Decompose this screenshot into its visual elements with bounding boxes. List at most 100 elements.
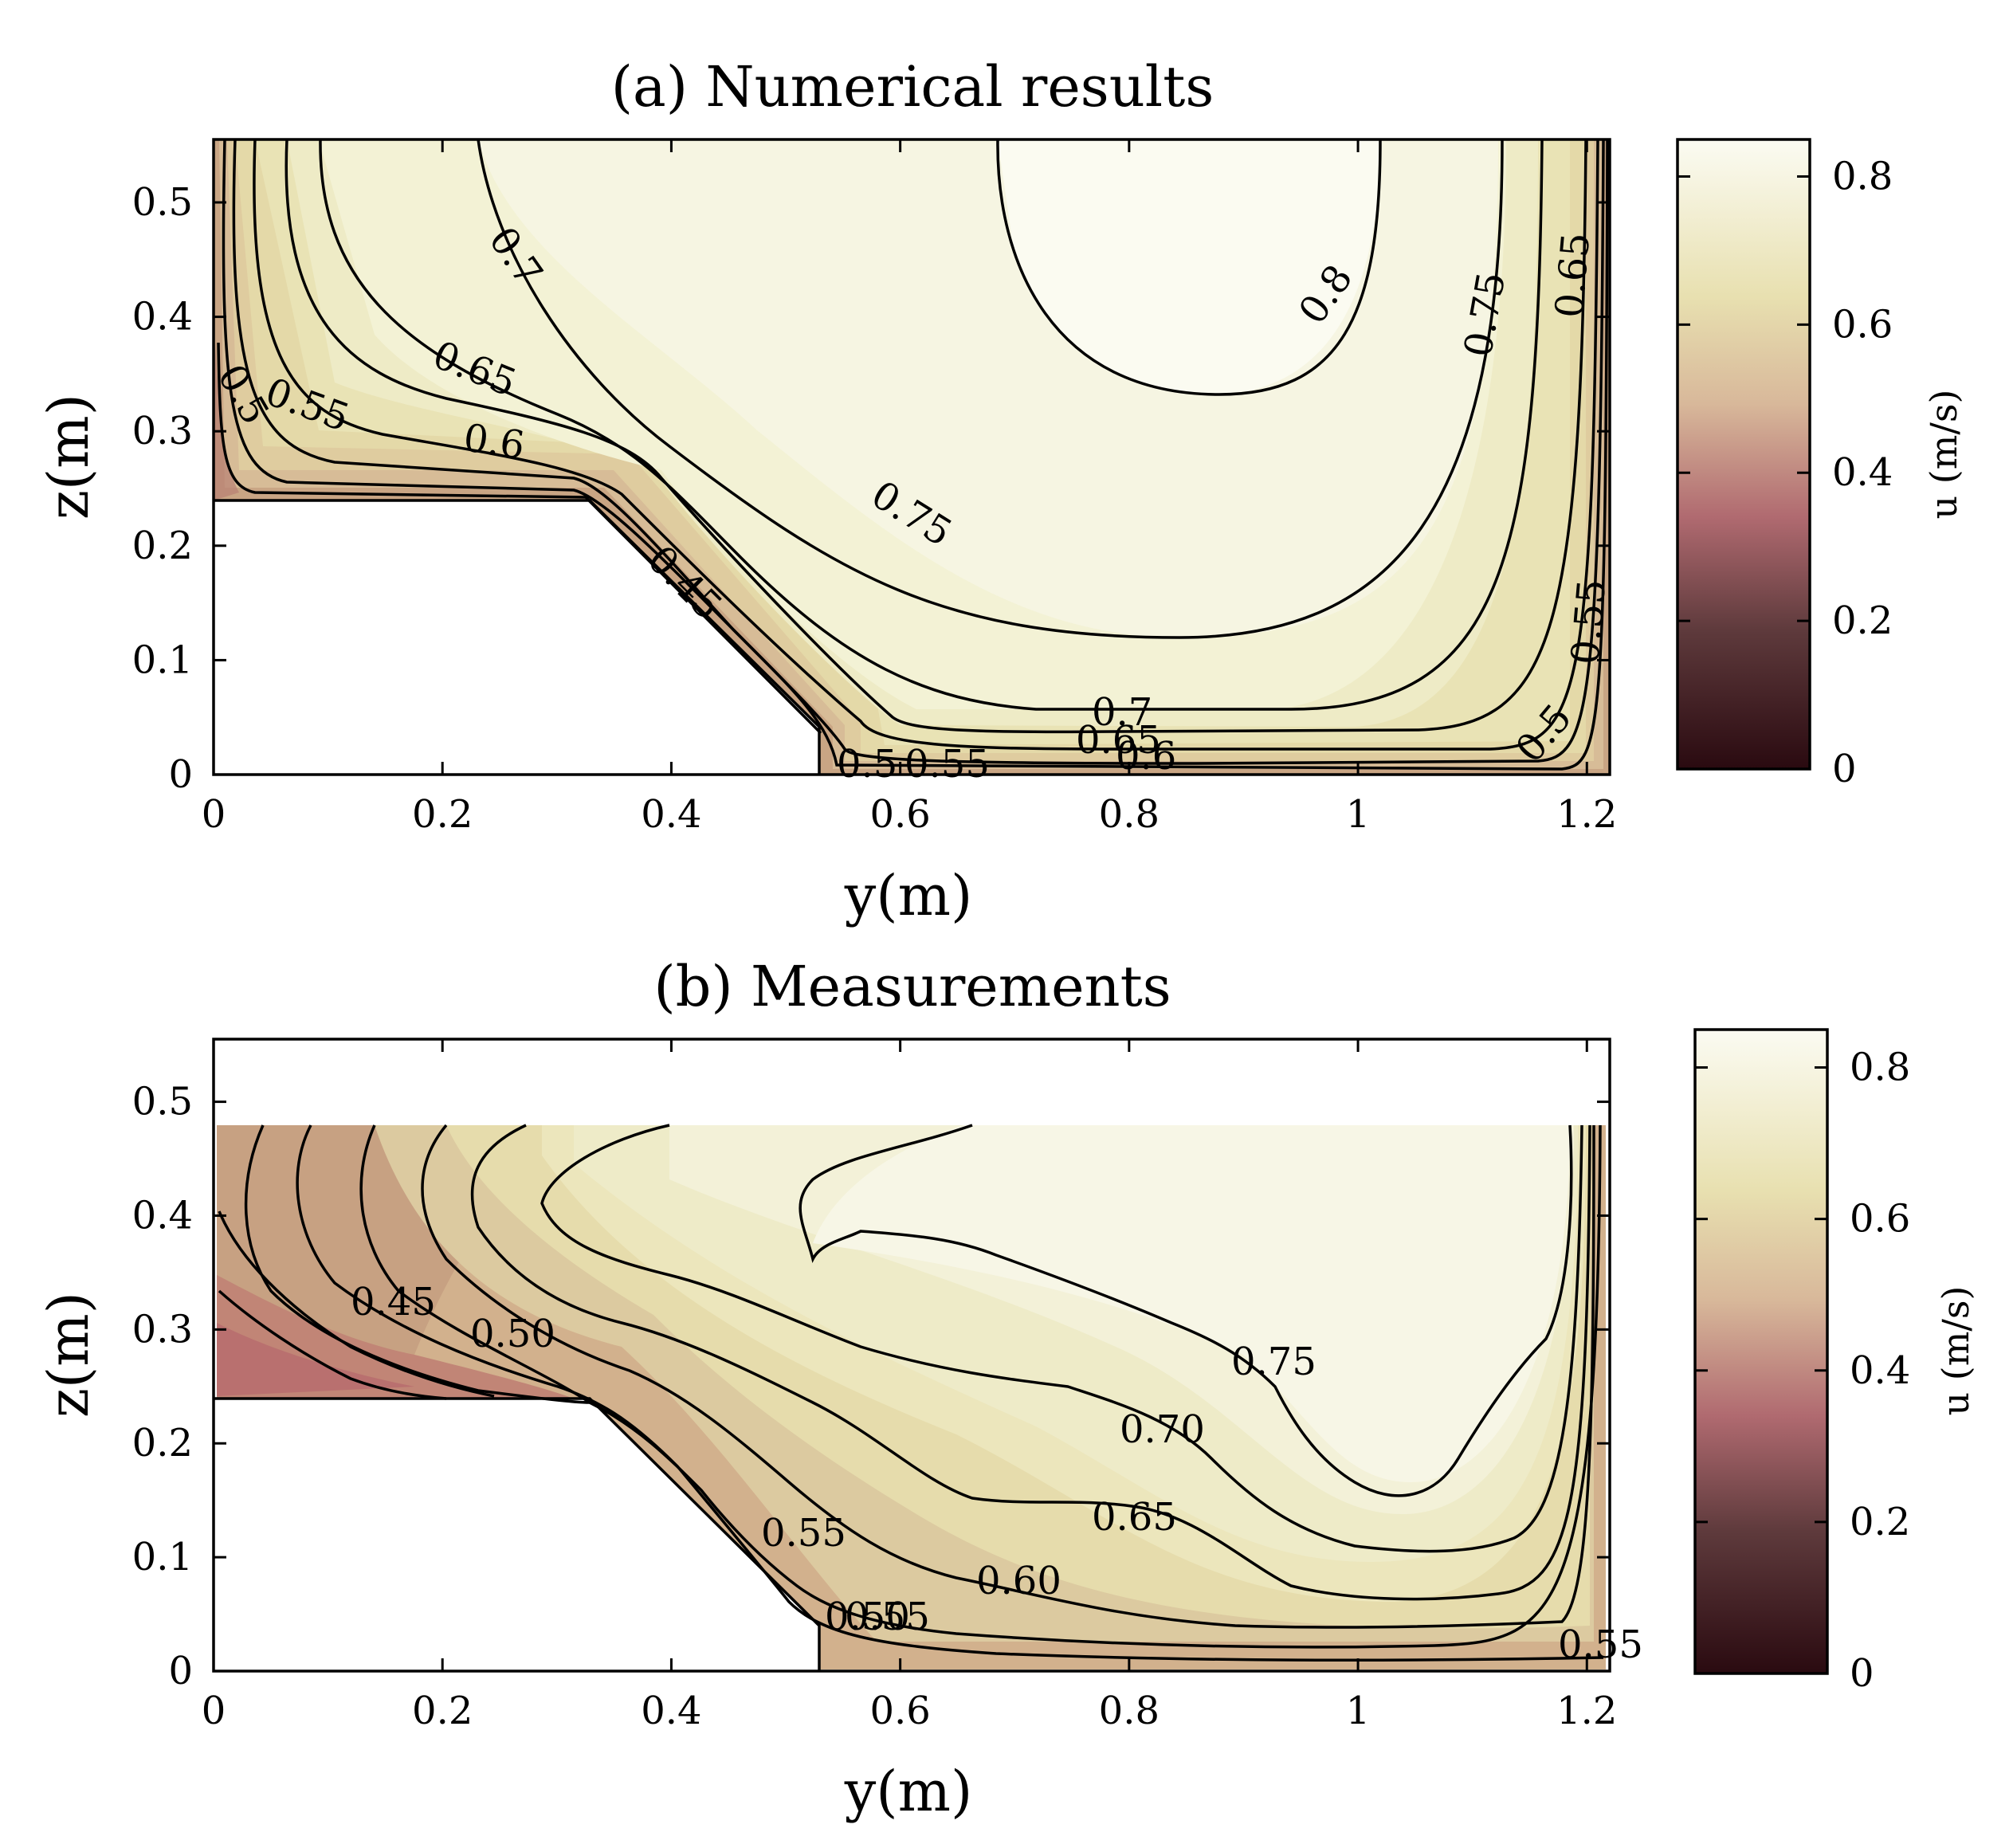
ytick-label: 0.5 [132, 180, 193, 225]
contour-b-0.65 [470, 1124, 1591, 1601]
ytick-label: 0 [168, 752, 193, 797]
contour-0.45 [217, 342, 822, 735]
xtick-label: 0.8 [1099, 792, 1160, 837]
panel-b-bank-outline [214, 1397, 821, 1671]
cb-tick-label: 0 [1832, 747, 1857, 791]
xtick-label: 0.8 [1099, 1689, 1160, 1733]
panel-b-contour-labels: 0.75 0.70 0.65 0.60 0.55 0.55 0.45 0.50 … [351, 1280, 1643, 1667]
contour-b-0.75 [799, 1124, 1573, 1497]
panel-b: (b) Measurements [36, 954, 1977, 1824]
clabel-b-0.50-bottom: 0.50 [825, 1595, 910, 1639]
contour-b-0.55 [359, 1124, 1602, 1649]
contour-b-0.35 [218, 1289, 447, 1400]
ytick-label: 0 [168, 1649, 193, 1693]
cb-tick-label: 0.8 [1850, 1046, 1910, 1090]
ytick-label: 0.5 [132, 1080, 193, 1124]
xtick-label: 0.6 [869, 792, 930, 837]
contour-0.65 [284, 139, 1587, 734]
panel-a-axes-frame [212, 138, 1611, 776]
xtick-label: 0.4 [641, 1689, 701, 1733]
cb-tick-label: 0.2 [1850, 1500, 1910, 1544]
panel-a-ylabel: z(m) [36, 394, 101, 520]
panel-a-ticks: 0 0.2 0.4 0.6 0.8 1 1.2 0 0.1 0.2 0.3 0.4 0.5 [132, 139, 1617, 837]
clabel-a-0.55-right: 0.55 [1563, 578, 1615, 666]
xtick-label: 1.2 [1556, 1689, 1617, 1733]
xtick-label: 0.4 [641, 792, 701, 837]
xtick-label: 1.2 [1556, 792, 1617, 837]
clabel-a-0.65-bottom: 0.65 [1076, 718, 1161, 763]
clabel-b-0.55-right: 0.55 [1558, 1622, 1643, 1667]
panel-b-ylabel: z(m) [36, 1292, 101, 1418]
ytick-label: 0.2 [132, 1421, 193, 1465]
clabel-a-0.5-bottom: 0.5 [837, 742, 897, 787]
panel-a-bank-outline [214, 499, 821, 775]
colorbar-a-ticks: 0 0.2 0.4 0.6 0.8 [1678, 154, 1893, 791]
colorbar-a-frame [1676, 138, 1811, 771]
ytick-label: 0.4 [132, 295, 193, 339]
xtick-label: 0.2 [412, 792, 473, 837]
ytick-label: 0.2 [132, 524, 193, 568]
colorbar-a [1678, 139, 1810, 769]
panel-b-unmeasured-top [214, 1039, 1610, 1125]
clabel-b-0.55: 0.55 [761, 1511, 846, 1556]
cb-tick-label: 0.4 [1850, 1348, 1910, 1393]
panel-a-title: (a) Numerical results [611, 54, 1214, 120]
cb-tick-label: 0.6 [1832, 302, 1893, 347]
xtick-label: 0 [202, 1689, 226, 1733]
xtick-label: 0 [202, 792, 226, 837]
contour-b-0.70 [540, 1124, 1583, 1553]
panel-a-fill [214, 139, 1610, 775]
ytick-label: 0.1 [132, 638, 193, 682]
ytick-label: 0.3 [132, 409, 193, 453]
panel-a-bank [214, 500, 819, 775]
panel-a-contours [217, 139, 1609, 771]
clabel-b-0.65: 0.65 [1092, 1495, 1177, 1540]
colorbar-b-frame [1693, 1028, 1829, 1675]
panel-b-fill [217, 1125, 1606, 1669]
ytick-label: 0.4 [132, 1193, 193, 1238]
clabel-a-0.6: 0.6 [461, 415, 527, 468]
clabel-a-0.7: 0.7 [1092, 690, 1152, 735]
clabel-a-0.55-bottom: 0.55 [904, 742, 990, 787]
contour-0.55 [232, 139, 1605, 765]
colorbar-b-label: u (m/s) [1934, 1286, 1977, 1416]
contour-b-0.40 [218, 1210, 495, 1398]
ytick-label: 0.3 [132, 1307, 193, 1352]
cb-tick-label: 0.2 [1832, 598, 1893, 643]
clabel-a-0.6-bottom: 0.6 [1116, 734, 1176, 779]
clabel-b-0.70: 0.70 [1120, 1407, 1205, 1452]
clabel-b-0.55-bottom: 0.55 [845, 1595, 930, 1639]
panel-b-xlabel: y(m) [844, 1759, 973, 1824]
panel-b-ticks: 0 0.2 0.4 0.6 0.8 1 1.2 0 0.1 0.2 0.3 0.4 0.5 [132, 1039, 1617, 1733]
clabel-b-0.75: 0.75 [1231, 1340, 1316, 1384]
cb-tick-label: 0.4 [1832, 450, 1893, 495]
panel-a: (a) Numerical results [36, 54, 1965, 928]
contour-0.5 [222, 139, 1609, 771]
xtick-label: 1 [1346, 792, 1371, 837]
cb-tick-label: 0.8 [1832, 154, 1893, 198]
contour-0.8 [996, 139, 1382, 396]
contour-b-0.60 [421, 1124, 1595, 1629]
panel-b-bank [214, 1399, 819, 1671]
xtick-label: 0.2 [412, 1689, 473, 1733]
panel-a-xlabel: y(m) [844, 863, 973, 928]
cb-tick-label: 0 [1850, 1651, 1874, 1696]
colorbar-b-ticks: 0 0.2 0.4 0.6 0.8 [1695, 1046, 1910, 1696]
contour-0.6 [253, 139, 1599, 751]
xtick-label: 1 [1346, 1689, 1371, 1733]
contour-b-0.50 [296, 1124, 1604, 1662]
clabel-b-0.50: 0.50 [470, 1312, 555, 1356]
clabel-b-0.45: 0.45 [351, 1280, 436, 1324]
colorbar-b [1695, 1030, 1827, 1673]
clabel-b-0.60: 0.60 [976, 1559, 1061, 1603]
cb-tick-label: 0.6 [1850, 1197, 1910, 1242]
contour-0.75-outer [477, 139, 1504, 639]
panel-b-axes-frame [212, 1038, 1611, 1673]
ytick-label: 0.1 [132, 1535, 193, 1579]
colorbar-a-label: u (m/s) [1922, 390, 1965, 520]
clabel-a-0.65-right: 0.65 [1547, 231, 1599, 320]
panel-b-title: (b) Measurements [653, 954, 1171, 1019]
xtick-label: 0.6 [869, 1689, 930, 1733]
contour-0.7 [319, 139, 1544, 711]
